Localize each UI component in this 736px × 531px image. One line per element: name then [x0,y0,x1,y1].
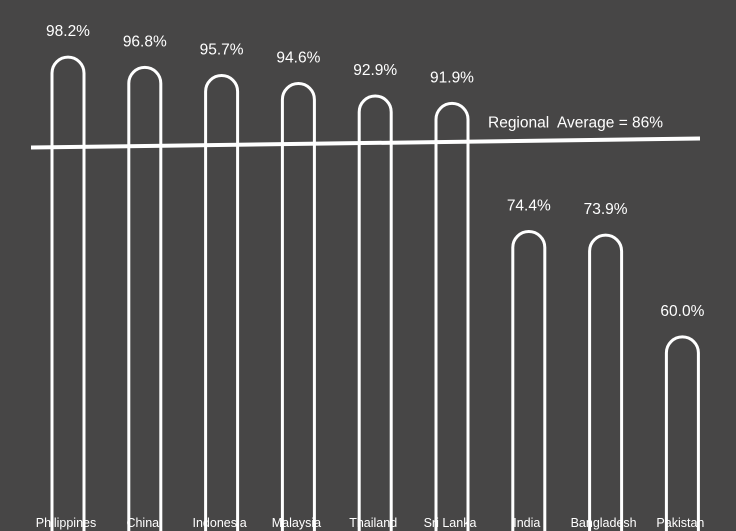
value-label-thailand: 92.9% [353,62,397,79]
value-label-sri-lanka: 91.9% [430,69,474,86]
bars-group [50,55,700,531]
regional-average-line [30,136,701,150]
bar-thailand [357,94,393,531]
tick-label-thailand: Thailand [349,516,397,530]
value-label-malaysia: 94.6% [276,50,320,67]
bar-indonesia [204,73,240,531]
value-label-pakistan: 60.0% [660,303,704,320]
value-label-philippines: 98.2% [46,23,90,40]
value-label-china: 96.8% [123,33,167,50]
tick-label-bangladesh: Bangladesh [571,516,637,530]
value-label-indonesia: 95.7% [200,41,244,58]
tick-label-india: India [513,516,540,530]
tick-label-sri-lanka: Sri Lanka [424,516,477,530]
tick-label-china: China [126,516,159,530]
bar-pakistan [664,335,700,531]
bar-malaysia [280,82,316,531]
value-label-india: 74.4% [507,197,551,214]
bar-india [511,229,547,531]
tick-label-pakistan: Pakistan [656,516,704,530]
bar-china [127,65,163,531]
value-labels-group: 98.2% 96.8% 95.7% 94.6% 92.9% 91.9% 74.4% 73.9%… [46,23,705,320]
tick-label-malaysia: Malaysia [272,516,321,530]
bar-bangladesh [588,233,624,531]
tick-label-philippines: Philippines [36,516,96,530]
value-label-bangladesh: 73.9% [584,201,628,218]
x-tick-labels-group: Philippines China Indonesia Malaysia Thailan… [36,516,705,530]
bar-sri-lanka [434,101,470,531]
regional-average-label: Regional Average = 86% [488,115,663,132]
bar-philippines [50,55,86,531]
tick-label-indonesia: Indonesia [192,516,246,530]
